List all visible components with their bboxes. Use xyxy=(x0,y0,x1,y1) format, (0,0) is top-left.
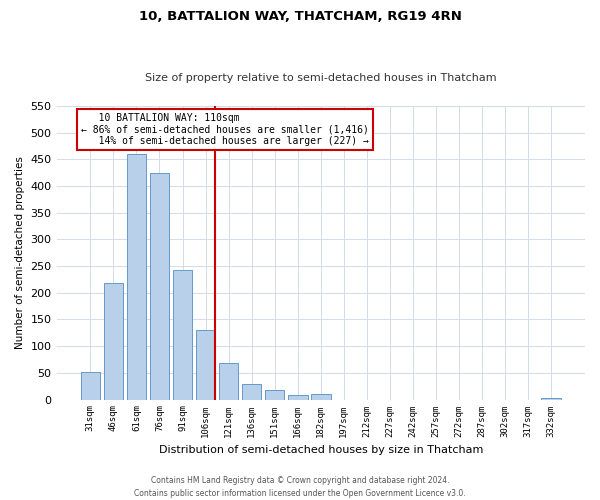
Bar xyxy=(219,364,238,400)
Bar xyxy=(173,270,193,400)
Text: 10 BATTALION WAY: 110sqm
← 86% of semi-detached houses are smaller (1,416)
   14: 10 BATTALION WAY: 110sqm ← 86% of semi-d… xyxy=(81,113,369,146)
Bar xyxy=(104,283,123,400)
Bar xyxy=(149,172,169,400)
Bar xyxy=(242,384,262,400)
Bar xyxy=(127,154,146,400)
Bar xyxy=(80,372,100,400)
Y-axis label: Number of semi-detached properties: Number of semi-detached properties xyxy=(15,156,25,349)
X-axis label: Distribution of semi-detached houses by size in Thatcham: Distribution of semi-detached houses by … xyxy=(158,445,483,455)
Title: Size of property relative to semi-detached houses in Thatcham: Size of property relative to semi-detach… xyxy=(145,73,497,83)
Text: 10, BATTALION WAY, THATCHAM, RG19 4RN: 10, BATTALION WAY, THATCHAM, RG19 4RN xyxy=(139,10,461,23)
Bar xyxy=(541,398,561,400)
Bar xyxy=(265,390,284,400)
Text: Contains HM Land Registry data © Crown copyright and database right 2024.
Contai: Contains HM Land Registry data © Crown c… xyxy=(134,476,466,498)
Bar xyxy=(288,395,308,400)
Bar xyxy=(196,330,215,400)
Bar xyxy=(311,394,331,400)
